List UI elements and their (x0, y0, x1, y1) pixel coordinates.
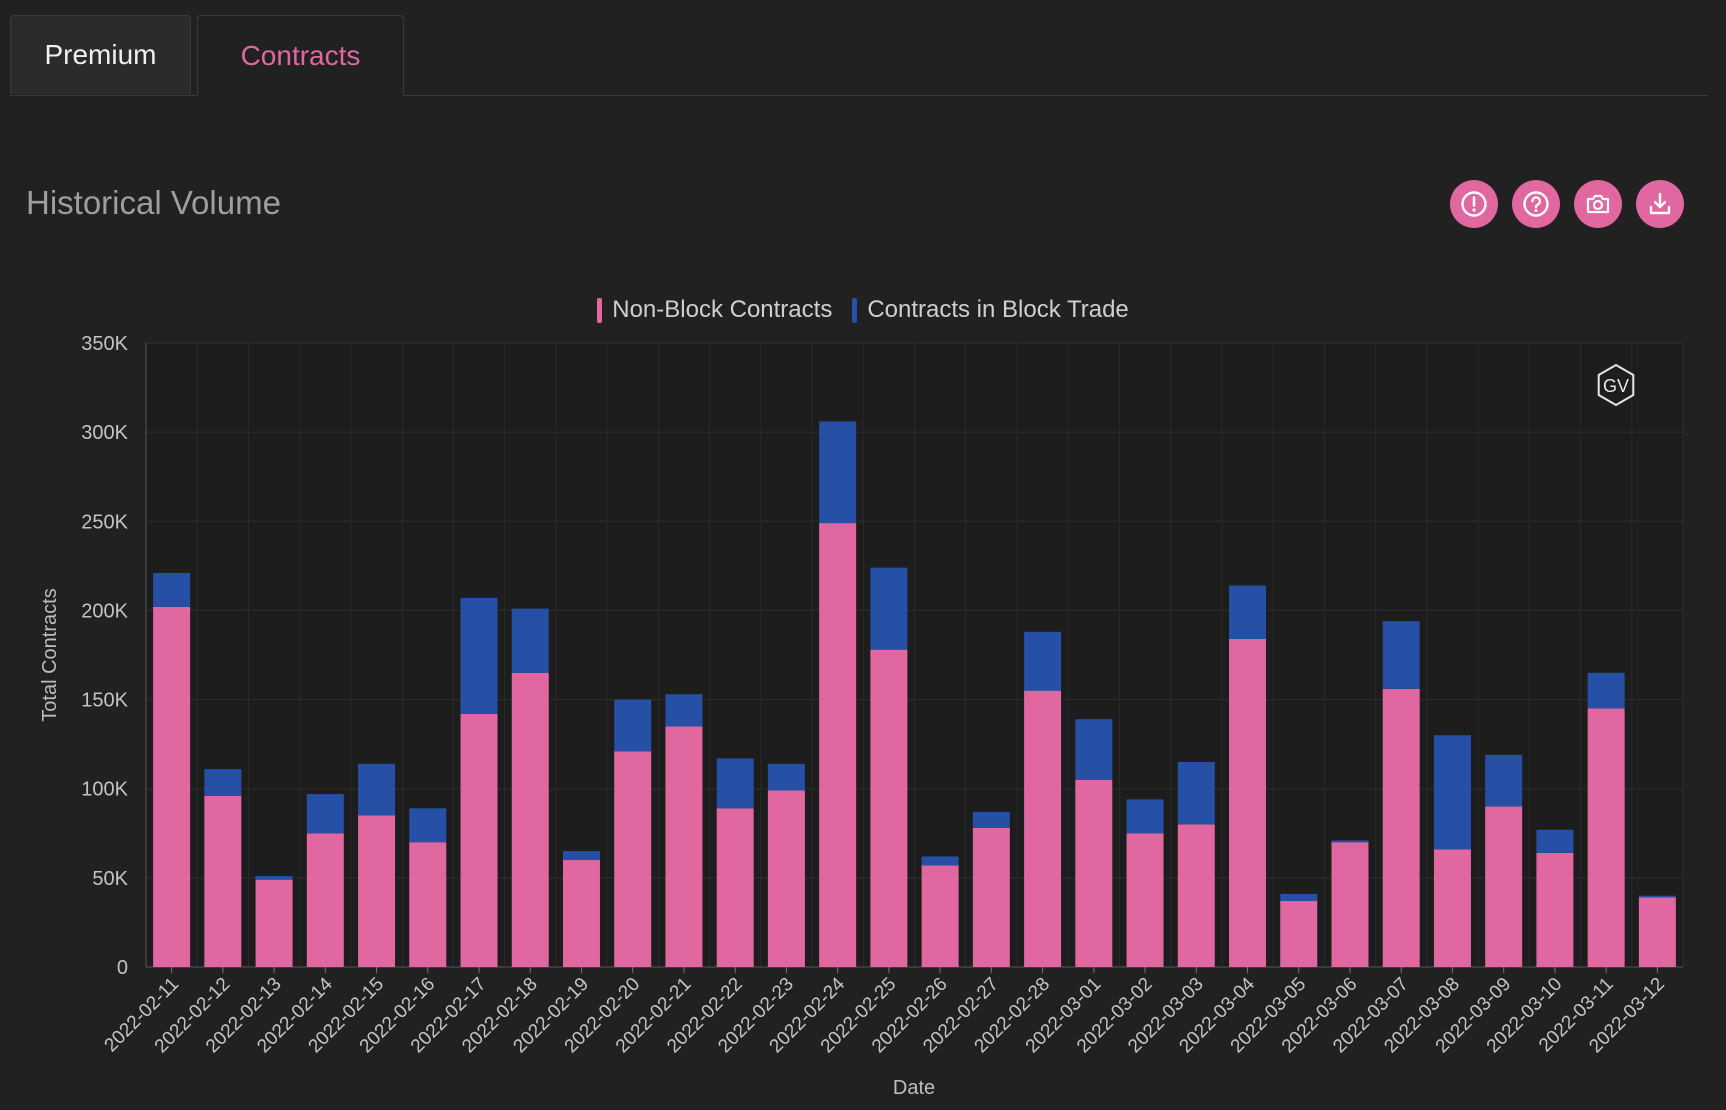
alert-circle-icon[interactable] (1450, 180, 1498, 228)
legend-swatch-block (852, 297, 858, 323)
bar-non-block (767, 790, 805, 967)
chart-legend: Non-Block Contracts Contracts in Block T… (0, 296, 1726, 324)
bar-non-block (1075, 779, 1113, 967)
bar-block (819, 421, 857, 524)
bar-block (153, 572, 191, 607)
bar-non-block (1280, 901, 1318, 967)
bar-block (1280, 893, 1318, 902)
y-tick-label: 350K (81, 333, 128, 355)
bar-block (1485, 754, 1523, 807)
bar-block (1024, 631, 1062, 691)
bar-block (1433, 735, 1471, 850)
y-axis-title: Total Contracts (39, 588, 61, 721)
bar-non-block (255, 879, 293, 967)
legend-item-non-block[interactable]: Non-Block Contracts (597, 296, 832, 324)
bar-block (972, 811, 1010, 828)
bar-non-block (921, 865, 959, 967)
bar-block (511, 608, 549, 673)
y-tick-label: 150K (81, 690, 128, 712)
watermark-text: GV (1603, 376, 1629, 396)
legend-label-block: Contracts in Block Trade (867, 296, 1129, 323)
bar-non-block (562, 860, 600, 967)
bar-non-block (306, 833, 344, 967)
bar-block (306, 794, 344, 834)
camera-icon[interactable] (1574, 180, 1622, 228)
bar-block (1331, 840, 1369, 843)
bar-block (1177, 761, 1215, 825)
y-tick-label: 100K (81, 779, 128, 801)
tab-contracts[interactable]: Contracts (197, 15, 404, 96)
bar-block (1536, 829, 1574, 853)
bar-block (358, 763, 396, 816)
download-icon[interactable] (1636, 180, 1684, 228)
tab-bar: Premium Contracts (10, 15, 1708, 96)
legend-item-block[interactable]: Contracts in Block Trade (852, 296, 1129, 324)
bar-non-block (204, 795, 242, 967)
bar-block (1638, 895, 1676, 898)
bar-block (562, 851, 600, 861)
y-tick-labels: 0 50K 100K 150K 200K 250K 300K 350K (81, 333, 128, 979)
y-tick-label: 50K (92, 868, 128, 890)
watermark-logo: GV (1597, 363, 1635, 407)
bar-non-block (1536, 852, 1574, 967)
bar-block (204, 769, 242, 796)
bar-block (255, 876, 293, 880)
y-tick-label: 250K (81, 511, 128, 533)
bar-non-block (460, 713, 498, 967)
x-tick-labels: 2022-02-112022-02-122022-02-132022-02-14… (101, 973, 1669, 1057)
y-tick-label: 0 (117, 957, 128, 979)
bar-non-block (1229, 638, 1267, 967)
y-tick-label: 200K (81, 600, 128, 622)
bar-block (1229, 585, 1267, 639)
bar-non-block (1433, 849, 1471, 967)
bar-non-block (1024, 690, 1062, 967)
bar-block (1075, 719, 1113, 780)
legend-label-non-block: Non-Block Contracts (612, 296, 833, 323)
bar-block (716, 758, 754, 809)
bar-non-block (409, 842, 447, 967)
bar-block (1382, 621, 1420, 689)
chart-axes (145, 343, 1683, 973)
bar-block (1587, 672, 1625, 709)
bar-non-block (1382, 688, 1420, 967)
bar-non-block (153, 606, 191, 967)
x-axis-title: Date (893, 1077, 935, 1099)
bar-non-block (819, 523, 857, 967)
legend-swatch-non-block (597, 297, 603, 323)
bar-non-block (665, 726, 703, 967)
bar-block (614, 699, 652, 752)
bar-non-block (1587, 708, 1625, 967)
help-circle-icon[interactable] (1512, 180, 1560, 228)
bar-non-block (716, 808, 754, 967)
bar-block (1126, 799, 1164, 834)
chart-actions (1450, 180, 1684, 228)
y-tick-label: 300K (81, 422, 128, 444)
bar-non-block (1126, 833, 1164, 967)
bar-block (460, 597, 498, 714)
bar-block (767, 763, 805, 791)
bar-non-block (972, 827, 1010, 967)
bar-block (665, 694, 703, 727)
bar-non-block (1177, 824, 1215, 967)
bar-block (409, 808, 447, 843)
chart-bars (153, 421, 1676, 967)
chart-grid (145, 342, 1684, 968)
bar-non-block (1331, 842, 1369, 967)
bar-non-block (358, 815, 396, 967)
panel-title: Historical Volume (26, 184, 281, 221)
bar-non-block (1485, 806, 1523, 967)
bar-non-block (1638, 897, 1676, 967)
tab-premium[interactable]: Premium (10, 15, 191, 94)
bar-non-block (614, 751, 652, 967)
bar-non-block (511, 672, 549, 967)
bar-block (921, 856, 959, 866)
bar-non-block (870, 649, 908, 967)
bar-block (870, 567, 908, 650)
